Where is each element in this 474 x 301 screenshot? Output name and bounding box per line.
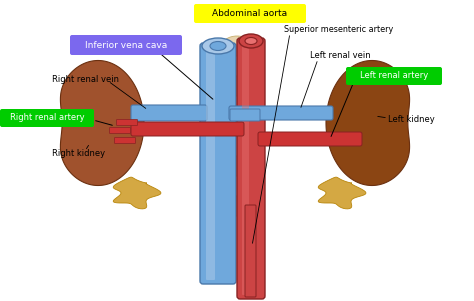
FancyBboxPatch shape	[200, 43, 236, 284]
Polygon shape	[326, 61, 410, 185]
FancyBboxPatch shape	[194, 4, 306, 23]
FancyBboxPatch shape	[245, 205, 256, 297]
Ellipse shape	[202, 38, 234, 54]
Polygon shape	[318, 177, 366, 209]
FancyBboxPatch shape	[131, 105, 207, 121]
Polygon shape	[60, 61, 144, 185]
FancyBboxPatch shape	[117, 119, 137, 126]
Text: Right renal artery: Right renal artery	[9, 113, 84, 123]
FancyBboxPatch shape	[237, 38, 265, 299]
FancyBboxPatch shape	[229, 106, 333, 120]
Text: Inferior vena cava: Inferior vena cava	[85, 41, 167, 49]
Ellipse shape	[239, 34, 263, 48]
Ellipse shape	[222, 156, 252, 176]
Ellipse shape	[245, 38, 257, 45]
Polygon shape	[113, 177, 161, 209]
FancyBboxPatch shape	[346, 67, 442, 85]
FancyBboxPatch shape	[0, 109, 94, 127]
FancyBboxPatch shape	[258, 132, 362, 146]
Ellipse shape	[222, 116, 252, 136]
Ellipse shape	[210, 42, 226, 51]
Ellipse shape	[222, 36, 252, 56]
Ellipse shape	[222, 196, 252, 216]
Text: Right kidney: Right kidney	[52, 148, 105, 157]
FancyBboxPatch shape	[242, 42, 249, 295]
Text: Left renal vein: Left renal vein	[310, 51, 371, 61]
FancyBboxPatch shape	[230, 109, 260, 121]
FancyBboxPatch shape	[109, 128, 130, 134]
Text: Left kidney: Left kidney	[388, 114, 435, 123]
FancyBboxPatch shape	[131, 122, 244, 136]
FancyBboxPatch shape	[206, 47, 215, 280]
FancyBboxPatch shape	[115, 138, 136, 144]
Text: Abdominal aorta: Abdominal aorta	[212, 10, 288, 18]
Text: Superior mesenteric artery: Superior mesenteric artery	[284, 24, 393, 33]
Text: Left renal artery: Left renal artery	[360, 72, 428, 80]
Ellipse shape	[222, 76, 252, 96]
Text: Right renal vein: Right renal vein	[52, 75, 119, 83]
FancyBboxPatch shape	[70, 35, 182, 55]
